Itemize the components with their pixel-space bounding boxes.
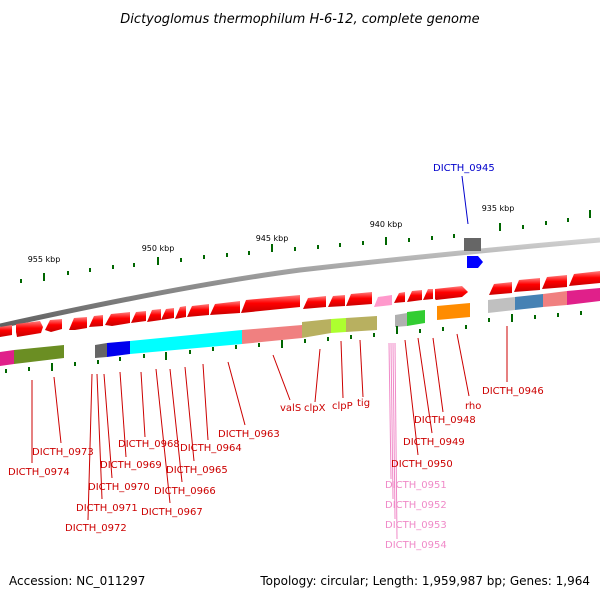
gene-label-dicth-0948: DICTH_0948: [414, 415, 476, 426]
gene-arrow: [175, 306, 186, 319]
gene-arrow: [45, 319, 62, 332]
gene-dicth-0945: [464, 238, 483, 268]
gene-arrow: [407, 290, 422, 302]
gene-arrow: [435, 286, 468, 300]
tick-label-935: 935 kbp: [482, 204, 515, 213]
forward-strand-genes: [0, 271, 600, 337]
gene-arrow: [210, 301, 240, 315]
gene-label-dicth-0946: DICTH_0946: [482, 386, 544, 397]
gene-arrow: [467, 256, 483, 268]
band-segment: [395, 313, 407, 327]
gene-label-dicth-0970: DICTH_0970: [88, 482, 150, 493]
gene-label-clpp: clpP: [332, 401, 353, 412]
gene-label-dicth-0974: DICTH_0974: [8, 467, 70, 478]
gene-label-dicth-0971: DICTH_0971: [76, 503, 138, 514]
band-segment: [0, 350, 14, 366]
band-segment: [437, 303, 470, 320]
band-segment: [242, 325, 302, 344]
gene-arrow: [161, 308, 174, 320]
scale-ticks: [20, 210, 591, 283]
band-segment: [331, 318, 346, 333]
tick-label-950: 950 kbp: [142, 244, 175, 253]
gene-arrow: [187, 304, 209, 317]
gene-label-dicth-0963: DICTH_0963: [218, 429, 280, 440]
band-segment: [346, 316, 377, 332]
band-segment: [407, 310, 425, 326]
trna-cluster-lines: [388, 342, 398, 540]
band-segment: [302, 319, 331, 338]
gene-arrow: [542, 275, 567, 289]
gene-label-vals: valS: [280, 403, 301, 414]
band-segment: [488, 297, 515, 313]
map-title: Dictyoglomus thermophilum H-6-12, comple…: [120, 12, 479, 27]
gene-label-dicth-0949: DICTH_0949: [403, 437, 465, 448]
gene-label-tig: tig: [357, 398, 370, 409]
annotation-band: [0, 288, 600, 366]
genome-backbone: [0, 237, 600, 329]
gene-label-dicth-0969: DICTH_0969: [100, 460, 162, 471]
band-segment: [130, 330, 242, 354]
gene-label-dicth-0952: DICTH_0952: [385, 500, 447, 511]
tick-label-955: 955 kbp: [28, 255, 61, 264]
gene-label-dicth-0964: DICTH_0964: [180, 443, 242, 454]
gene-label-dicth-0945: DICTH_0945: [433, 163, 495, 174]
gene-label-dicth-0953: DICTH_0953: [385, 520, 447, 531]
gene-arrow: [131, 311, 146, 323]
gene-label-dicth-0951: DICTH_0951: [385, 480, 447, 491]
gene-arrow: [105, 312, 130, 326]
gene-label-dicth-0966: DICTH_0966: [154, 486, 216, 497]
gene-arrow: [346, 292, 372, 306]
gene-arrow: [569, 271, 600, 286]
gene-arrow: [374, 295, 392, 307]
gene-arrow: [147, 309, 161, 322]
accession-text: Accession: NC_011297: [9, 574, 146, 588]
gene-label-clpx: clpX: [304, 403, 326, 414]
gene-arrow: [489, 282, 512, 295]
band-segment: [95, 343, 107, 358]
gene-labels: DICTH_0945 DICTH_0946 rho DICTH_0948 DIC…: [8, 163, 544, 551]
gene-box: [464, 238, 481, 251]
inner-ticks: [5, 311, 582, 373]
gene-arrow: [0, 325, 12, 337]
gene-arrow: [423, 289, 433, 300]
gene-label-dicth-0967: DICTH_0967: [141, 507, 203, 518]
tick-labels: 955 kbp 950 kbp 945 kbp 940 kbp 935 kbp: [28, 204, 515, 264]
gene-label-dicth-0950: DICTH_0950: [391, 459, 453, 470]
gene-label-dicth-0954: DICTH_0954: [385, 540, 447, 551]
tick-label-940: 940 kbp: [370, 220, 403, 229]
gene-arrow: [328, 295, 345, 307]
gene-arrow: [241, 295, 300, 313]
gene-arrow: [69, 317, 87, 330]
gene-label-dicth-0965: DICTH_0965: [166, 465, 228, 476]
tick-label-945: 945 kbp: [256, 234, 289, 243]
gene-label-dicth-0968: DICTH_0968: [118, 439, 180, 450]
gene-label-rho: rho: [465, 401, 481, 412]
gene-arrow: [394, 292, 405, 303]
band-segment: [14, 345, 64, 364]
gene-arrow: [303, 296, 326, 309]
band-segment: [543, 291, 567, 307]
leader-lines: [31, 175, 508, 521]
gene-arrow: [514, 278, 540, 292]
gene-label-dicth-0973: DICTH_0973: [32, 447, 94, 458]
band-segment: [567, 288, 600, 305]
band-segment: [515, 294, 543, 310]
gene-arrow: [16, 321, 43, 337]
band-segment: [107, 341, 130, 357]
gene-arrow: [89, 315, 103, 327]
topology-text: Topology: circular; Length: 1,959,987 bp…: [260, 574, 590, 588]
gene-label-dicth-0972: DICTH_0972: [65, 523, 127, 534]
